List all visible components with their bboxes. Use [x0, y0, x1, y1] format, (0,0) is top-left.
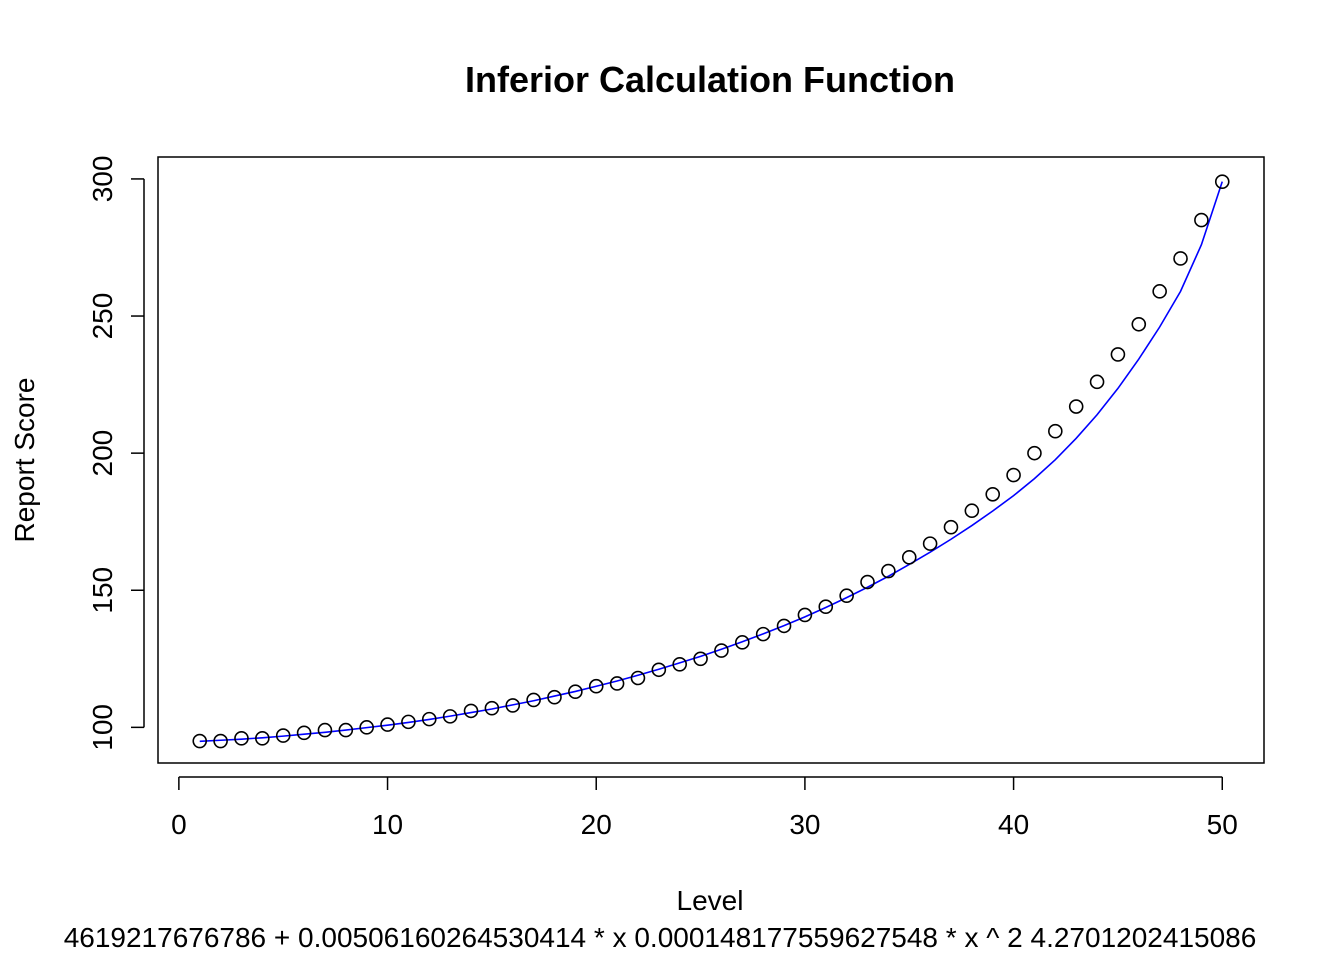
y-tick-label: 300 — [87, 156, 118, 203]
data-point — [630, 670, 646, 686]
data-point — [943, 519, 959, 535]
data-point — [1214, 174, 1230, 189]
data-point — [1048, 423, 1063, 439]
data-point — [317, 722, 333, 738]
data-point — [922, 536, 938, 551]
data-point — [192, 733, 208, 749]
data-point — [1194, 212, 1209, 228]
data-point — [818, 599, 834, 615]
data-point — [693, 651, 708, 667]
y-tick-label: 200 — [87, 430, 118, 477]
data-point — [380, 717, 395, 732]
data-point — [714, 643, 729, 658]
data-point — [1006, 467, 1021, 483]
x-tick-label: 50 — [1207, 809, 1238, 840]
y-tick-label: 150 — [87, 567, 118, 614]
x-axis-label: Level — [677, 885, 744, 916]
data-point — [338, 722, 354, 738]
x-tick-label: 40 — [998, 809, 1029, 840]
formula-subtitle: 4619217676786 + 0.00506160264530414 * x … — [64, 922, 1257, 953]
data-point — [296, 725, 312, 741]
data-point — [755, 626, 771, 642]
data-point — [568, 684, 583, 700]
x-axis: 0 10 20 30 40 50 — [171, 776, 1238, 840]
data-point — [526, 692, 541, 708]
data-point — [1068, 399, 1084, 414]
data-point — [797, 607, 813, 623]
data-point — [359, 720, 374, 735]
y-axis: 100 150 200 250 300 — [87, 156, 145, 751]
data-point — [1089, 374, 1105, 390]
data-point — [213, 733, 228, 749]
data-point — [588, 678, 604, 694]
data-point — [609, 676, 625, 691]
x-tick-label: 0 — [171, 809, 187, 840]
data-point — [1152, 284, 1167, 299]
data-point — [1027, 445, 1042, 461]
data-point — [255, 731, 270, 746]
chart-title: Inferior Calculation Function — [465, 59, 955, 100]
plot-area-border — [157, 156, 1265, 764]
data-point — [839, 588, 854, 604]
fit-curve — [199, 181, 1224, 743]
data-point — [964, 503, 980, 519]
y-tick-label: 250 — [87, 293, 118, 340]
y-tick-label: 100 — [87, 704, 118, 751]
data-point — [1173, 251, 1188, 266]
data-point — [505, 698, 521, 713]
data-point — [734, 635, 750, 650]
x-tick-label: 20 — [581, 809, 612, 840]
data-point — [463, 703, 479, 719]
data-point — [275, 728, 291, 743]
data-point — [901, 550, 917, 565]
data-point — [1110, 347, 1126, 362]
data-point — [672, 656, 688, 672]
data-point — [651, 662, 667, 678]
fit-curve-layer — [199, 181, 1224, 743]
data-point — [1131, 316, 1147, 332]
data-point — [881, 563, 896, 579]
data-point — [442, 709, 458, 724]
data-point — [401, 714, 416, 730]
data-point — [776, 618, 792, 634]
data-point — [985, 486, 1001, 502]
x-tick-label: 30 — [789, 809, 820, 840]
data-points-layer — [192, 174, 1230, 749]
data-point — [234, 731, 249, 746]
data-point — [421, 711, 437, 727]
data-point — [860, 574, 875, 590]
y-axis-label: Report Score — [9, 378, 40, 543]
data-point — [484, 700, 500, 716]
x-tick-label: 10 — [372, 809, 403, 840]
data-point — [547, 689, 562, 705]
